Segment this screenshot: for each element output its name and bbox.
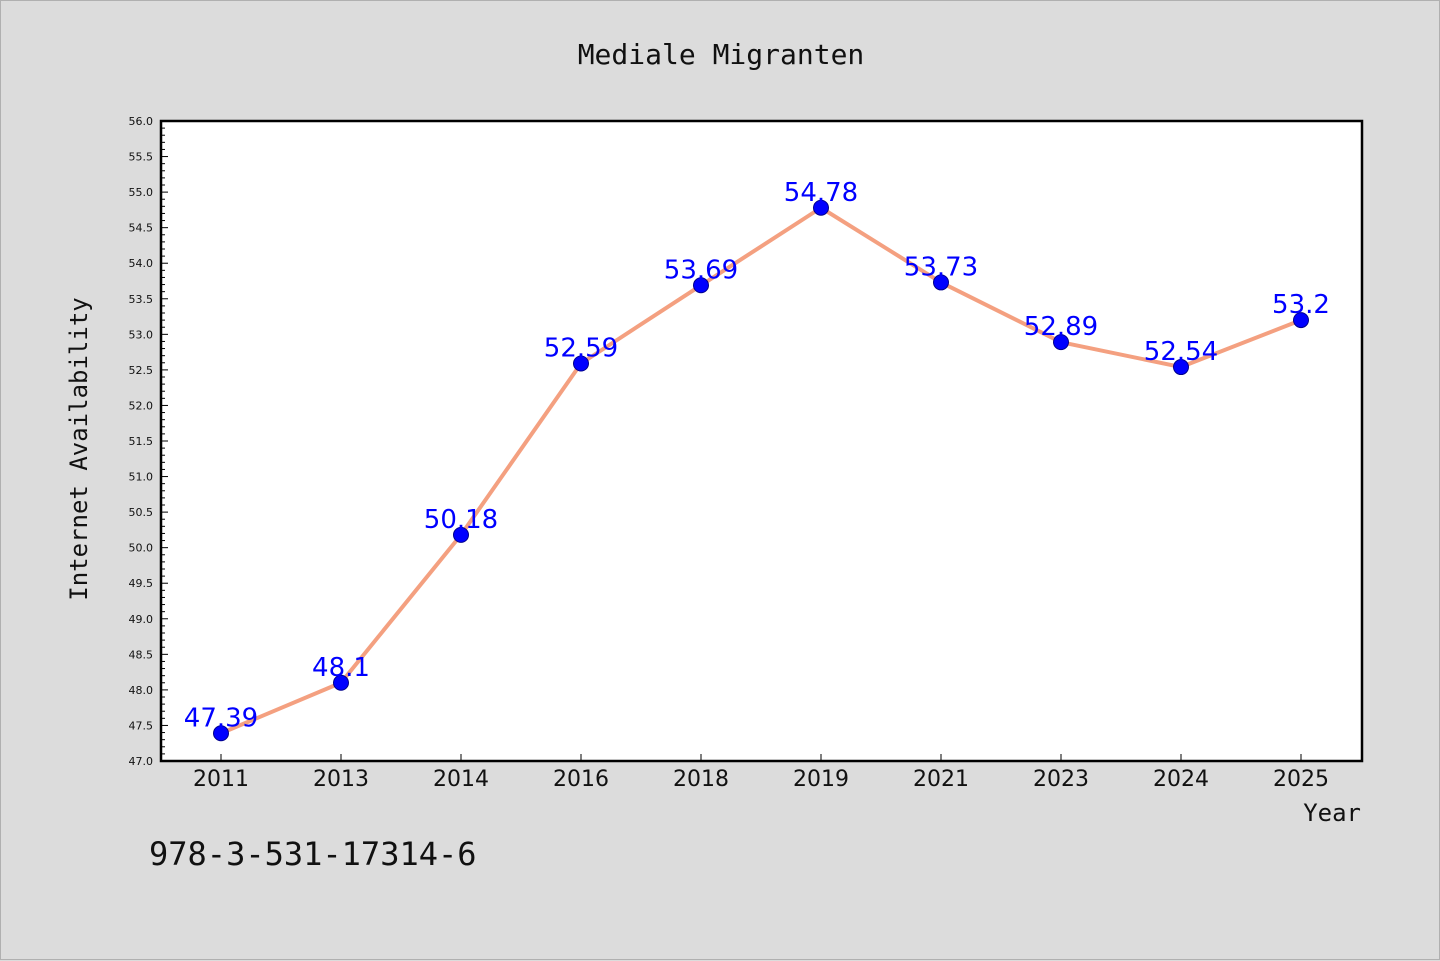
chart-title: Mediale Migranten: [578, 38, 865, 71]
data-label: 52.89: [1024, 312, 1098, 342]
isbn-text: 978-3-531-17314-6: [149, 835, 477, 873]
data-point: [573, 355, 589, 372]
data-label: 53.69: [664, 255, 738, 285]
marker-layer: [213, 199, 1309, 742]
y-tick-label: 48.5: [129, 648, 154, 661]
x-tick-label: 2025: [1273, 767, 1329, 792]
y-tick-label: 50.0: [129, 542, 154, 555]
plot-area: [159, 119, 1364, 763]
y-axis: 47.0 47.5 48.0 48.5 49.0 49.5 50.0 50.5 51.0 51.5…: [129, 115, 168, 768]
y-tick-label: 52.5: [129, 364, 154, 377]
data-point: [1053, 334, 1069, 351]
y-tick-label: 56.0: [129, 115, 154, 128]
data-label: 52.54: [1144, 337, 1218, 367]
data-label-layer: 47.39 48.1 50.18 52.59 53.69 54.78 53.73 52.89 5…: [184, 178, 1330, 734]
data-point: [1293, 312, 1309, 329]
data-label: 50.18: [424, 505, 498, 535]
y-tick-label: 54.5: [129, 222, 154, 235]
data-point: [933, 274, 949, 291]
data-label: 53.2: [1272, 290, 1330, 320]
y-tick-label: 50.5: [129, 506, 154, 519]
data-point: [333, 674, 349, 691]
data-label: 53.73: [904, 252, 978, 282]
y-tick-label: 55.0: [129, 186, 154, 199]
data-label: 48.1: [312, 653, 370, 683]
y-tick-label: 51.5: [129, 435, 154, 448]
y-tick-label: 51.0: [129, 471, 154, 484]
y-tick-label: 55.5: [129, 151, 154, 164]
series-line: [219, 205, 1303, 736]
x-tick-label: 2024: [1153, 767, 1209, 792]
data-point: [813, 199, 829, 216]
y-tick-label: 47.0: [129, 755, 154, 768]
x-tick-label: 2021: [913, 767, 969, 792]
data-point: [1173, 359, 1189, 376]
x-tick-label: 2011: [193, 767, 249, 792]
y-tick-label: 53.0: [129, 328, 154, 341]
data-point: [693, 277, 709, 294]
y-axis-title: Internet Availability: [65, 297, 93, 600]
x-tick-label: 2013: [313, 767, 369, 792]
y-tick-label: 52.0: [129, 399, 154, 412]
y-tick-label: 48.0: [129, 684, 154, 697]
x-tick-label: 2014: [433, 767, 489, 792]
data-label: 47.39: [184, 703, 258, 733]
y-tick-label: 54.0: [129, 257, 154, 270]
data-point: [453, 526, 469, 543]
data-label: 52.59: [544, 333, 618, 363]
x-axis-title: Year: [1303, 799, 1361, 827]
x-tick-label: 2016: [553, 767, 609, 792]
y-tick-label: 47.5: [129, 719, 154, 732]
x-axis: 2011 2013 2014 2016 2018 2019 2021 2023 2024 2025: [193, 754, 1329, 792]
data-point: [213, 725, 229, 742]
x-tick-label: 2019: [793, 767, 849, 792]
y-tick-label: 49.0: [129, 613, 154, 626]
data-label: 54.78: [784, 178, 858, 208]
y-tick-label: 49.5: [129, 577, 154, 590]
series-line-layer: [219, 205, 1303, 736]
x-tick-label: 2018: [673, 767, 729, 792]
x-tick-label: 2023: [1033, 767, 1089, 792]
y-tick-label: 53.5: [129, 293, 154, 306]
